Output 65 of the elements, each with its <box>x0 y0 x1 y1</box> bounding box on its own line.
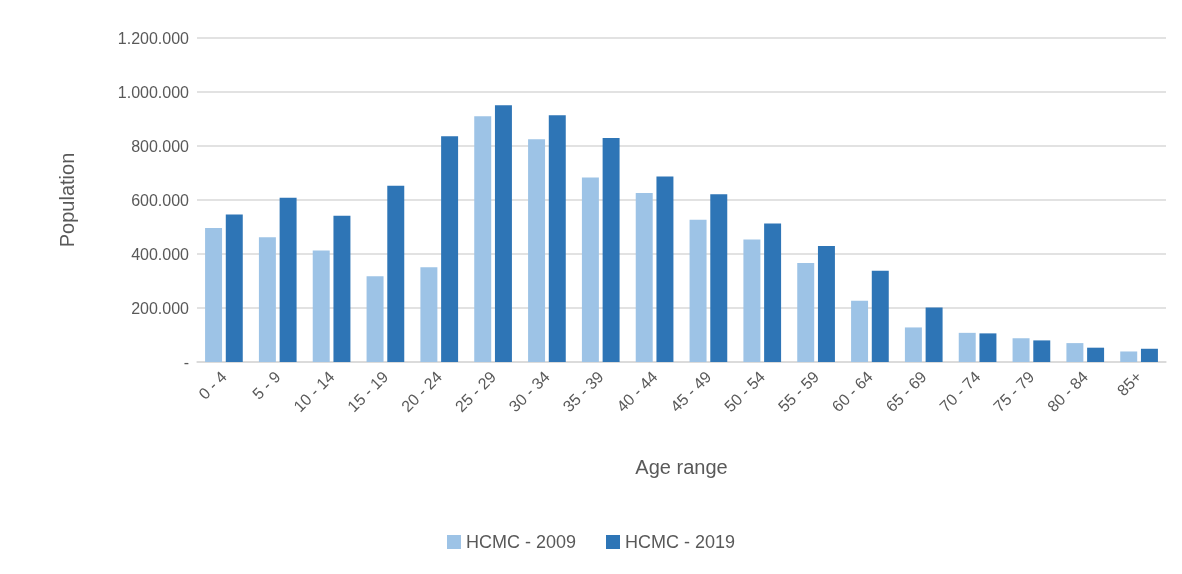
legend-label: HCMC - 2009 <box>465 532 576 552</box>
bar <box>279 197 297 362</box>
y-tick-label: 600.000 <box>131 191 190 209</box>
bar <box>797 262 815 362</box>
bar <box>743 239 761 362</box>
y-tick-label: 200.000 <box>131 299 190 317</box>
y-axis-title: Population <box>56 152 78 248</box>
bar <box>312 250 330 362</box>
x-tick-label: 35 - 39 <box>559 367 607 416</box>
bar <box>1140 348 1158 362</box>
x-tick-label: 10 - 14 <box>290 367 338 416</box>
x-axis-title: Age range <box>635 456 728 478</box>
bar <box>225 214 243 362</box>
x-tick-label: 15 - 19 <box>344 367 392 416</box>
bar <box>205 228 223 362</box>
y-tick-label: 400.000 <box>131 245 190 263</box>
bar <box>1087 347 1105 362</box>
bar <box>1066 343 1084 362</box>
x-tick-label: 50 - 54 <box>721 367 769 416</box>
y-tick-label: - <box>183 353 189 371</box>
x-tick-label: 75 - 79 <box>990 367 1038 416</box>
x-tick-label: 40 - 44 <box>613 367 661 416</box>
bar <box>387 185 405 362</box>
bar <box>333 215 351 362</box>
bar <box>494 105 512 362</box>
bar <box>441 136 459 362</box>
bar <box>1120 351 1138 362</box>
bar <box>1012 338 1030 362</box>
legend-label: HCMC - 2019 <box>625 532 736 552</box>
bar <box>420 267 438 362</box>
bar <box>958 332 976 362</box>
x-tick-label: 20 - 24 <box>398 367 446 416</box>
x-tick-label: 65 - 69 <box>882 367 930 416</box>
bar <box>817 245 835 362</box>
y-tick-label: 1.200.000 <box>117 29 190 47</box>
bar <box>689 219 707 362</box>
bar <box>871 270 889 362</box>
y-tick-label: 1.000.000 <box>117 83 190 101</box>
bar <box>258 237 276 362</box>
bar <box>602 137 620 362</box>
x-tick-label: 60 - 64 <box>828 367 876 416</box>
bar <box>528 139 546 362</box>
bar <box>474 116 492 362</box>
x-tick-label: 30 - 34 <box>505 367 553 416</box>
x-tick-label: 80 - 84 <box>1044 367 1092 416</box>
x-tick-label: 45 - 49 <box>667 367 715 416</box>
x-tick-label: 25 - 29 <box>451 367 500 416</box>
bar <box>656 176 674 362</box>
y-tick-label: 800.000 <box>131 137 190 155</box>
x-tick-label: 55 - 59 <box>774 367 823 416</box>
bar <box>1033 340 1051 362</box>
x-tick-label: 85+ <box>1113 367 1146 400</box>
bar <box>979 333 997 362</box>
bar <box>851 300 869 362</box>
bar <box>925 307 943 362</box>
bar <box>904 327 922 362</box>
bar <box>548 115 566 362</box>
bar <box>581 177 599 362</box>
bar <box>366 276 384 362</box>
x-tick-label: 70 - 74 <box>936 367 984 416</box>
x-tick-label: 5 - 9 <box>249 367 284 403</box>
bar <box>764 223 782 362</box>
bar <box>710 194 728 362</box>
bar <box>635 192 653 362</box>
x-tick-label: 0 - 4 <box>195 367 230 403</box>
